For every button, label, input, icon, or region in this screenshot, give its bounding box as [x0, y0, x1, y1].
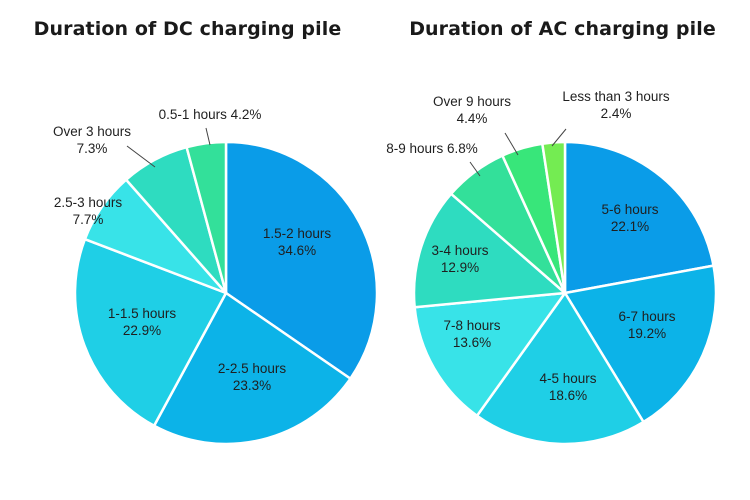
ac-leader-over-9-hours — [504, 132, 519, 156]
ac-label-8-9-hours: 8-9 hours 6.8% — [386, 141, 478, 156]
dc-slice-1-5-2-hours — [224, 140, 379, 380]
dc-slice-2-2-5-hours — [152, 291, 352, 446]
ac-slice-7-8-hours — [413, 291, 567, 417]
dc-slice-1-1-5-hours — [73, 237, 228, 428]
dc-leader-0-5-1-hours — [205, 127, 211, 146]
dc-pie: 1.5-2 hours 34.6% 2-2.5 hours 23.3% 1-1.5 ho… — [53, 107, 379, 446]
dc-label-1-1-5-hours: 1-1.5 hours 22.9% — [108, 306, 177, 338]
dc-label-1-5-2-hours: 1.5-2 hours 34.6% — [263, 226, 332, 258]
ac-leader-8-9-hours — [469, 161, 481, 177]
ac-label-over-9-hours: Over 9 hours 4.4% — [433, 94, 511, 126]
ac-leader-less-than-3-hours — [551, 128, 567, 147]
dc-label-over-3-hours: Over 3 hours 7.3% — [53, 124, 131, 156]
dc-label-0-5-1-hours: 0.5-1 hours 4.2% — [159, 107, 262, 122]
ac-label-5-6-hours: 5-6 hours 22.1% — [601, 202, 658, 234]
dc-leader-over-3-hours — [126, 145, 156, 168]
ac-slice-3-4-hours — [412, 192, 567, 309]
ac-pie: 5-6 hours 22.1% 6-7 hours 19.2% 4-5 hours 18.… — [386, 89, 718, 446]
dc-label-2-2-5-hours: 2-2.5 hours 23.3% — [218, 361, 287, 393]
ac-slice-less-than-3-hours — [541, 140, 567, 295]
ac-label-less-than-3-hours: Less than 3 hours 2.4% — [562, 89, 670, 121]
ac-label-7-8-hours: 7-8 hours 13.6% — [443, 318, 500, 350]
dc-chart-title: Duration of DC charging pile — [33, 18, 342, 40]
ac-slice-6-7-hours — [563, 264, 718, 424]
dc-label-2-5-3-hours: 2.5-3 hours 7.7% — [54, 195, 123, 227]
dc-slice-0-5-1-hours — [185, 140, 228, 295]
ac-slice-5-6-hours — [563, 140, 715, 295]
ac-slice-4-5-hours — [475, 291, 645, 446]
ac-chart-title: Duration of AC charging pile — [409, 18, 716, 40]
ac-label-6-7-hours: 6-7 hours 19.2% — [618, 309, 675, 341]
ac-label-3-4-hours: 3-4 hours 12.9% — [431, 243, 488, 275]
ac-label-4-5-hours: 4-5 hours 18.6% — [539, 371, 596, 403]
